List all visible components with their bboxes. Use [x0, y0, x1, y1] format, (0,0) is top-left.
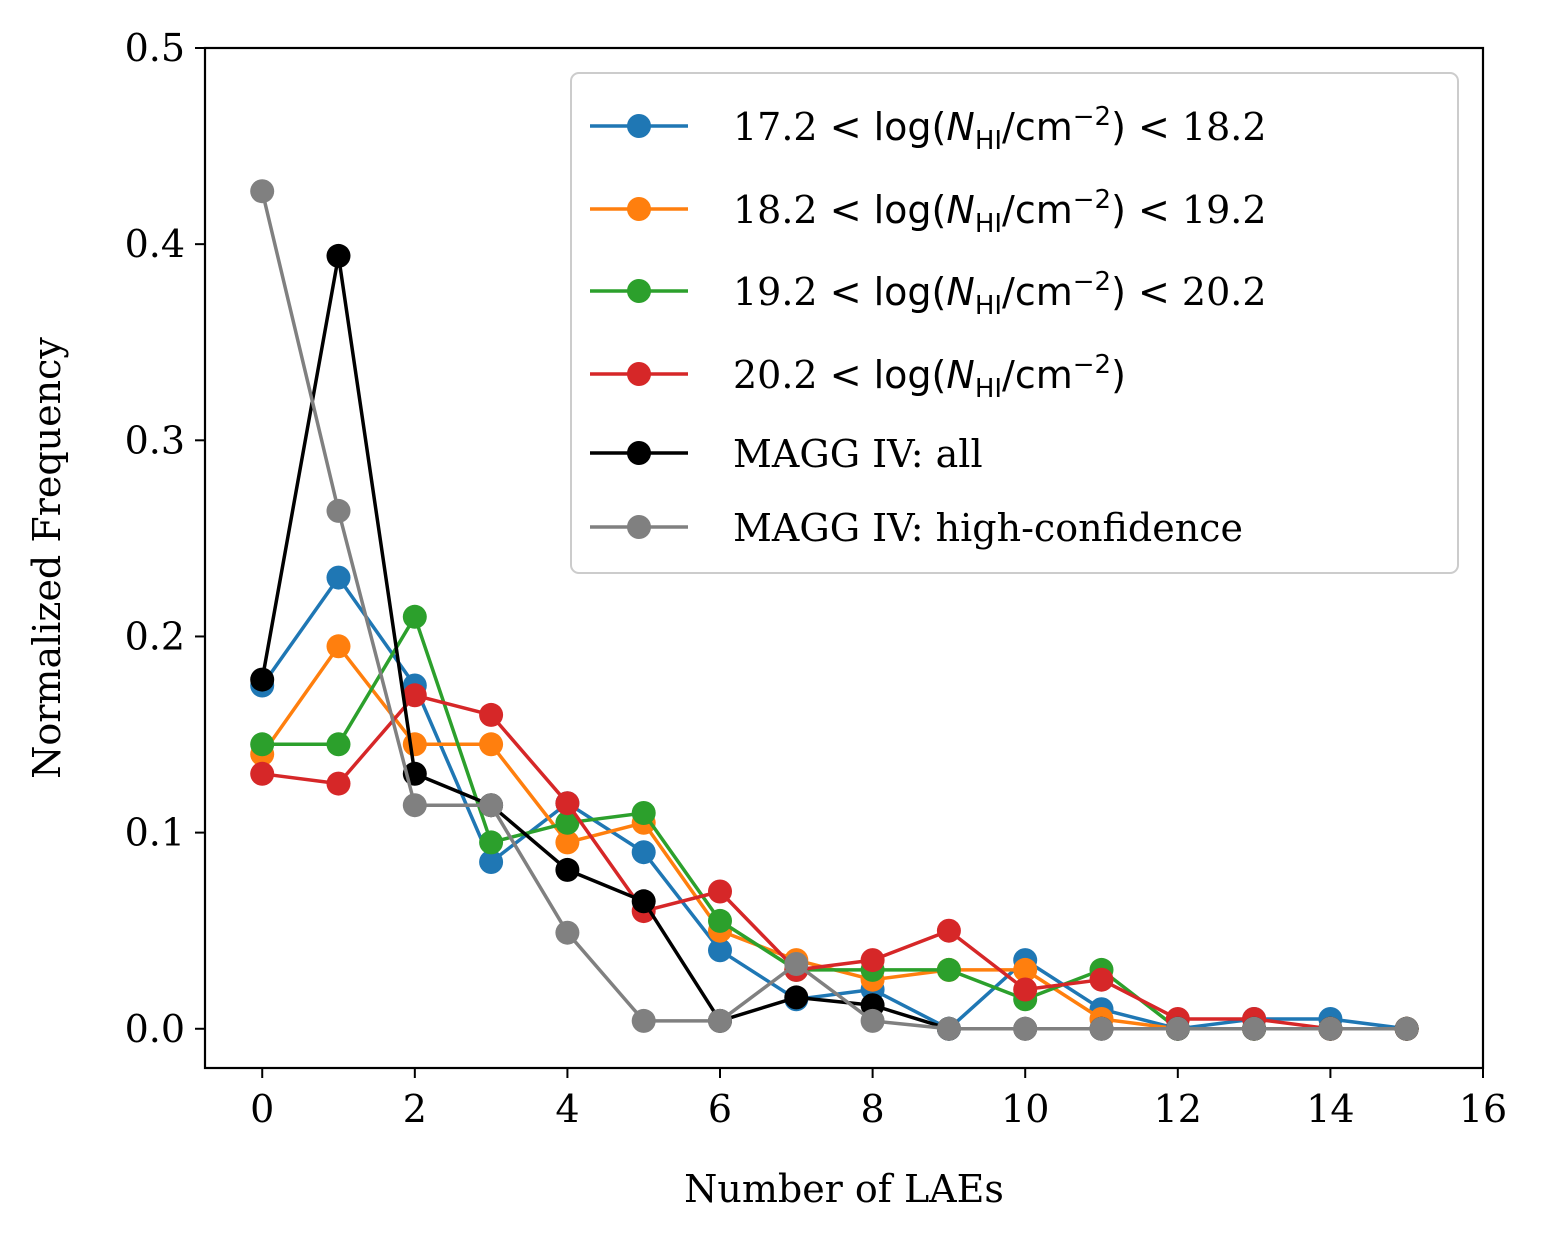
x-tick-label: 6: [708, 1087, 732, 1131]
data-point: [860, 948, 885, 973]
data-point: [250, 732, 275, 757]
data-point: [555, 791, 580, 816]
data-point: [1242, 1016, 1267, 1041]
data-point: [479, 702, 504, 727]
data-point: [631, 801, 656, 825]
series-3: [250, 683, 1419, 1041]
data-point: [708, 879, 732, 904]
y-tick-label: 0.1: [125, 811, 185, 855]
legend-label: MAGG IV: high-confidence: [733, 506, 1243, 550]
x-tick-label: 14: [1306, 1087, 1354, 1131]
data-point: [784, 985, 809, 1010]
legend-label: 19.2 < log(NHI/cm−2) < 20.2: [733, 267, 1267, 321]
data-point: [555, 830, 580, 855]
data-point: [708, 938, 732, 963]
plot-frame: [203, 46, 1485, 1070]
data-point: [555, 810, 580, 835]
data-point: [860, 1008, 885, 1033]
data-point: [1089, 1016, 1114, 1041]
series-line: [262, 615, 1407, 1031]
x-axis-label: Number of LAEs: [684, 1167, 1004, 1211]
data-point: [1394, 1016, 1419, 1041]
legend-label: 17.2 < log(NHI/cm−2) < 18.2: [733, 102, 1267, 156]
data-point: [555, 920, 580, 945]
data-point: [479, 850, 504, 874]
x-tick-label: 12: [1154, 1087, 1202, 1131]
data-point: [326, 243, 351, 268]
data-point: [936, 957, 961, 982]
legend-marker: [627, 197, 651, 221]
legend-entry-1: 18.2 < log(NHI/cm−2) < 19.2: [590, 185, 1267, 239]
series-5: [250, 179, 1419, 1041]
plot-area: [250, 179, 1419, 1041]
y-tick-label: 0.0: [125, 1007, 185, 1051]
data-point: [631, 1008, 656, 1033]
legend-entry-2: 19.2 < log(NHI/cm−2) < 20.2: [590, 267, 1267, 321]
data-point: [555, 857, 580, 882]
legend-label: 20.2 < log(NHI/cm−2): [733, 350, 1126, 404]
data-point: [326, 634, 351, 659]
data-point: [936, 1016, 961, 1041]
data-point: [1013, 977, 1038, 1002]
x-tick-label: 2: [403, 1087, 427, 1131]
data-point: [1318, 1016, 1343, 1041]
y-tick-label: 0.4: [125, 222, 185, 266]
legend-marker: [627, 362, 651, 386]
legend-box: [570, 72, 1459, 574]
data-point: [1013, 1016, 1038, 1041]
data-point: [402, 604, 427, 629]
data-point: [250, 179, 275, 204]
data-point: [250, 667, 275, 692]
data-point: [250, 761, 275, 786]
data-point: [1089, 967, 1114, 992]
data-point: [708, 1008, 732, 1033]
legend: 17.2 < log(NHI/cm−2) < 18.2 18.2 < log(NH…: [570, 72, 1459, 574]
data-point: [326, 732, 351, 757]
series-line: [261, 693, 1407, 1031]
x-tick-label: 0: [250, 1087, 274, 1131]
data-point: [402, 732, 427, 757]
legend-marker: [627, 114, 651, 138]
legend-label: MAGG IV: all: [733, 432, 983, 476]
axis-ticks: 0 2 4 6 8 10 12 14 16 0.0 0.1 0.2 0.3 0.4 0.5: [125, 26, 1508, 1131]
x-tick-label: 16: [1459, 1087, 1507, 1131]
data-point: [479, 793, 504, 818]
data-point: [326, 771, 351, 796]
y-axis-label: Normalized Frequency: [25, 337, 69, 779]
data-point: [631, 840, 656, 865]
x-tick-label: 10: [1001, 1087, 1049, 1131]
data-point: [784, 952, 809, 976]
data-point: [1013, 957, 1038, 982]
y-tick-label: 0.5: [125, 26, 185, 70]
data-point: [631, 889, 656, 914]
legend-marker: [627, 515, 651, 539]
legend-marker: [627, 279, 651, 303]
legend-entry-0: 17.2 < log(NHI/cm−2) < 18.2: [590, 102, 1267, 156]
legend-entry-3: 20.2 < log(NHI/cm−2): [590, 350, 1126, 404]
data-point: [479, 830, 504, 855]
data-point: [708, 908, 732, 933]
series-line: [260, 575, 1407, 1031]
x-tick-label: 4: [555, 1087, 579, 1131]
data-point: [402, 683, 427, 708]
legend-entry-4: MAGG IV: all: [590, 432, 983, 476]
data-point: [479, 732, 504, 757]
data-point: [402, 793, 427, 818]
y-tick-label: 0.3: [125, 418, 185, 462]
data-point: [1165, 1016, 1190, 1041]
x-tick-label: 8: [861, 1087, 885, 1131]
legend-label: 18.2 < log(NHI/cm−2) < 19.2: [733, 185, 1267, 239]
data-point: [326, 498, 351, 523]
series-line: [260, 190, 1407, 1031]
data-point: [326, 565, 351, 590]
series-2: [250, 604, 1419, 1041]
legend-entry-5: MAGG IV: high-confidence: [590, 506, 1243, 550]
y-tick-label: 0.2: [125, 614, 185, 658]
data-point: [936, 918, 961, 943]
legend-marker: [627, 441, 651, 465]
